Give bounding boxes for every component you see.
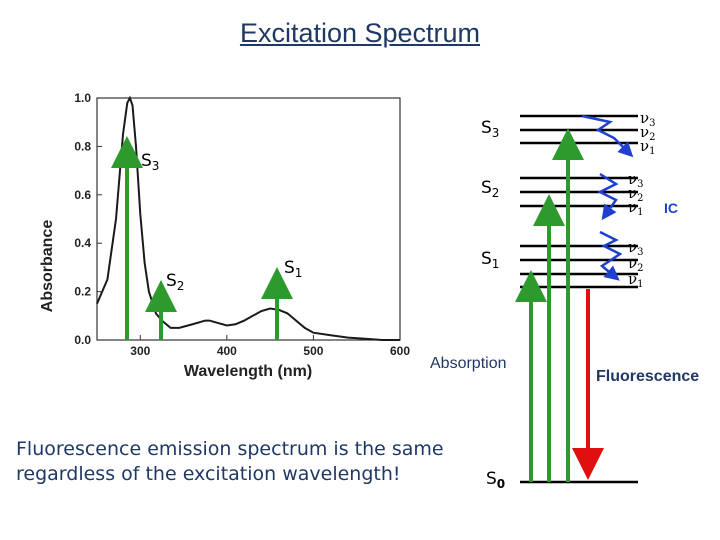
ic-arrow-s1 xyxy=(599,230,623,281)
spectrum-line xyxy=(96,95,400,341)
state-label-s1: S1 xyxy=(481,249,499,271)
fluorescence-label: Fluorescence xyxy=(596,368,699,385)
state-label-s0: S0 xyxy=(486,469,505,491)
vib-label-s1-v2: ν2 xyxy=(628,254,644,274)
y-tick-label: 0.2 xyxy=(74,285,91,299)
vib-label-s2-v2: ν2 xyxy=(628,184,644,204)
absorption-label: Absorption xyxy=(430,355,507,372)
chart-label-s2: S2 xyxy=(166,271,184,293)
note-line-2: regardless of the excitation wavelength! xyxy=(16,463,401,485)
vib-label-s1-v1: ν1 xyxy=(628,270,644,290)
state-label-s2: S2 xyxy=(481,178,499,200)
x-tick-label: 600 xyxy=(390,344,410,358)
y-axis-label: Absorbance xyxy=(39,220,56,313)
x-tick-label: 300 xyxy=(130,344,150,358)
vib-label-s3-v3: ν3 xyxy=(640,109,656,129)
page-title: Excitation Spectrum xyxy=(239,18,481,48)
plot-frame xyxy=(96,97,401,341)
note-line-1: Fluorescence emission spectrum is the sa… xyxy=(16,438,444,460)
x-tick-label: 400 xyxy=(217,344,237,358)
y-tick-label: 0.6 xyxy=(74,188,91,202)
y-tick-label: 0.8 xyxy=(74,139,91,153)
vib-label-s2-v3: ν3 xyxy=(628,170,644,190)
x-axis-label: Wavelength (nm) xyxy=(184,363,312,380)
x-tick-label: 500 xyxy=(303,344,323,358)
state-label-s3: S3 xyxy=(481,118,499,140)
y-tick-label: 1.0 xyxy=(74,91,91,105)
ic-arrow-s2 xyxy=(597,172,619,221)
y-tick-label: 0.4 xyxy=(74,236,91,250)
note-text: Fluorescence emission spectrum is the sa… xyxy=(16,437,466,487)
excitation-spectrum-chart: 300 400 500 600 0.0 0.2 0.4 0.6 0.8 1.0 Waveleng… xyxy=(39,91,410,380)
vib-label-s3-v1: ν1 xyxy=(640,137,656,157)
y-tick-label: 0.0 xyxy=(74,333,91,347)
ic-label: IC xyxy=(664,200,678,216)
vib-label-s3-v2: ν2 xyxy=(640,123,656,143)
vib-label-s1-v3: ν3 xyxy=(628,238,644,258)
vib-label-s2-v1: ν1 xyxy=(628,198,644,218)
chart-label-s1: S1 xyxy=(284,258,302,280)
ic-arrow-s3 xyxy=(581,114,634,158)
jablonski-diagram: S3 S2 S1 S0 ν3 ν2 ν1 ν3 ν2 ν1 ν3 ν2 ν1 I… xyxy=(430,109,699,491)
chart-label-s3: S3 xyxy=(141,151,159,173)
